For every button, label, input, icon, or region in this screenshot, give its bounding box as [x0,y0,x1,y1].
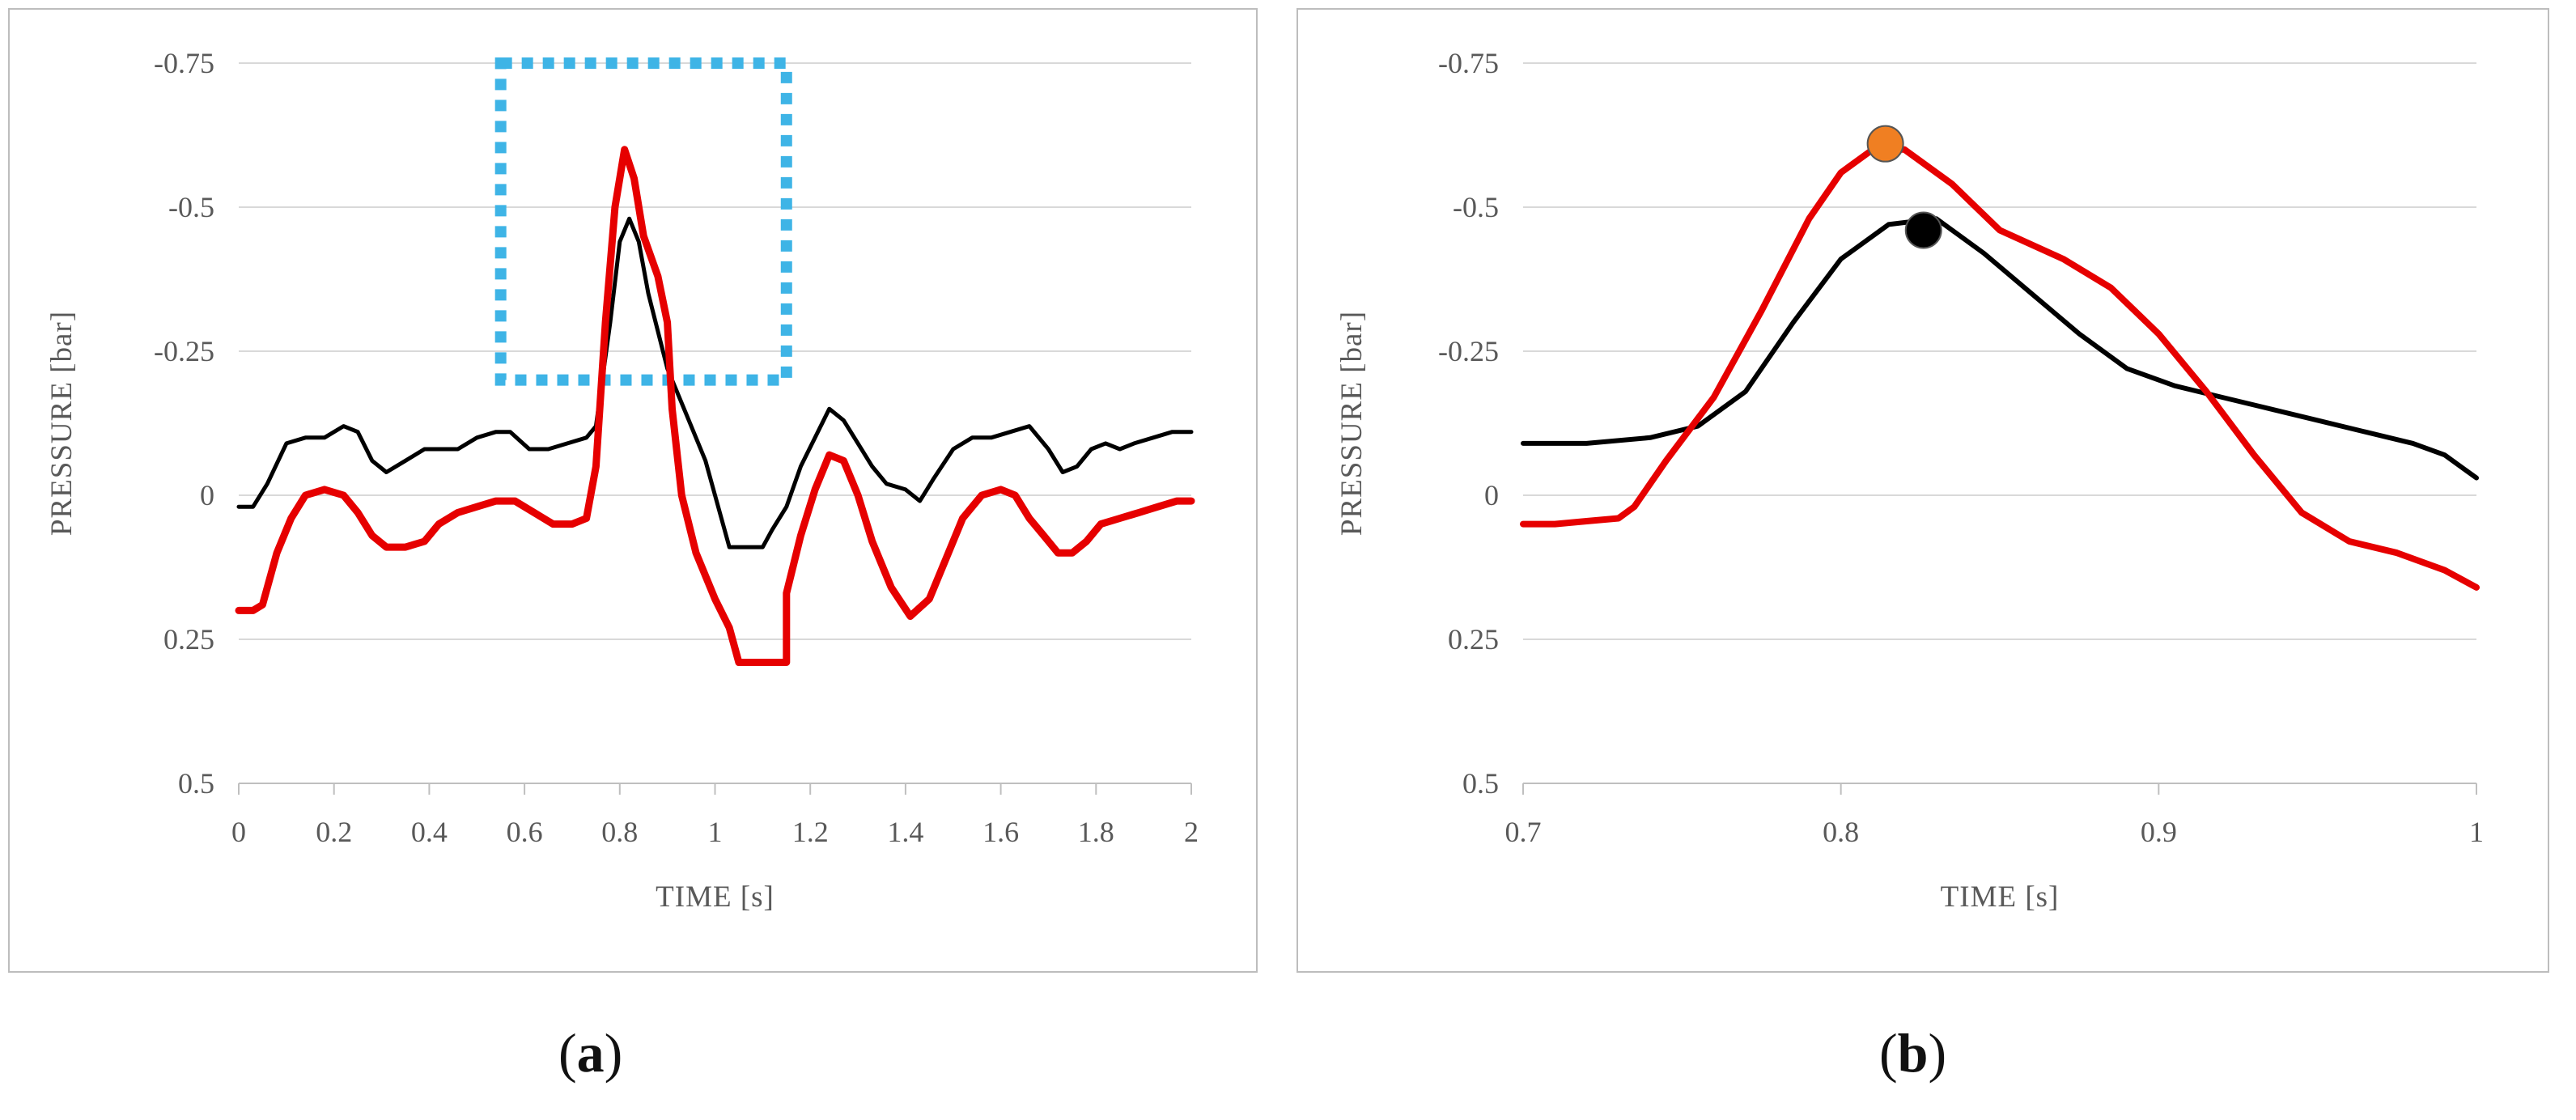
chart-b-x-axis-title: TIME [s] [1941,880,2060,914]
chart-b-x-tick-label-1: 0.8 [1823,816,1859,848]
caption-a-letter: a [576,1022,605,1084]
chart-a-x-tick-label-3: 0.6 [507,816,543,848]
chart-b-x-tick-label-3: 1 [2469,816,2484,848]
chart-b-y-axis-title: PRESSURE [bar] [1335,311,1369,536]
chart-a-y-tick-label-2: -0.25 [154,335,214,367]
chart-b-series-simulated-line [1521,216,2479,481]
chart-a-x-tick-label-8: 1.6 [982,816,1019,848]
chart-b-y-tick-label-0: -0.75 [1438,47,1499,79]
chart-a-x-tick-label-1: 0.2 [316,816,352,848]
chart-b-x-tick-label-2: 0.9 [2141,816,2177,848]
chart-a-series-simulated-line [236,216,1194,549]
caption-a-open: ( [558,1022,577,1084]
chart-a-x-tick-label-10: 2 [1184,816,1199,848]
chart-a-x-tick-label-9: 1.8 [1078,816,1114,848]
chart-a-highlight-box [494,57,792,386]
chart-a-y-axis-title: PRESSURE [bar] [45,311,79,536]
chart-b-y-tick-label-5: 0.5 [1462,767,1499,800]
chart-b-y-tick-label-3: 0 [1484,479,1499,511]
chart-a-x-tick-label-2: 0.4 [411,816,448,848]
chart-a-y-tick-label-5: 0.5 [178,767,214,800]
chart-a-x-tick-label-4: 0.8 [601,816,638,848]
chart-a-y-tick-label-4: 0.25 [163,623,214,655]
chart-a-series-measured-line [235,146,1195,666]
chart-b-peak-marker-1 [1904,211,1942,249]
chart-b-y-tick-label-1: -0.5 [1453,191,1499,223]
chart-a-x-tick-label-6: 1.2 [792,816,829,848]
chart-a-y-tick-label-3: 0 [200,479,214,511]
caption-b: (b) [1879,1021,1946,1085]
chart-a-y-tick-label-1: -0.5 [168,191,214,223]
chart-a-x-tick-label-7: 1.4 [887,816,923,848]
caption-b-close: ) [1928,1022,1947,1084]
chart-b-y-tick-label-2: -0.25 [1438,335,1499,367]
chart-a-y-tick-label-0: -0.75 [154,47,214,79]
caption-b-letter: b [1897,1022,1929,1084]
caption-b-open: ( [1879,1022,1898,1084]
chart-a-x-tick-label-5: 1 [708,816,723,848]
caption-a-close: ) [604,1022,623,1084]
chart-a: -0.75 -0.5 -0.25 0 0.25 0.5 0 0.2 0.4 0.6 0.8 1 1.2 1… [45,47,1199,914]
panel-b-frame [1296,8,2549,973]
chart-b-x-tick-label-0: 0.7 [1505,816,1542,848]
chart-a-x-tick-label-0: 0 [231,816,246,848]
chart-b-y-tick-label-4: 0.25 [1448,623,1499,655]
chart-b-series-measured-line [1520,146,2480,591]
chart-a-x-axis-title: TIME [s] [656,880,774,914]
chart-b: -0.75 -0.5 -0.25 0 0.25 0.50.7 0.8 0.9 1 TIME [s]… [1335,47,2484,914]
chart-b-peak-marker-0 [1866,125,1904,163]
caption-a: (a) [558,1021,622,1085]
